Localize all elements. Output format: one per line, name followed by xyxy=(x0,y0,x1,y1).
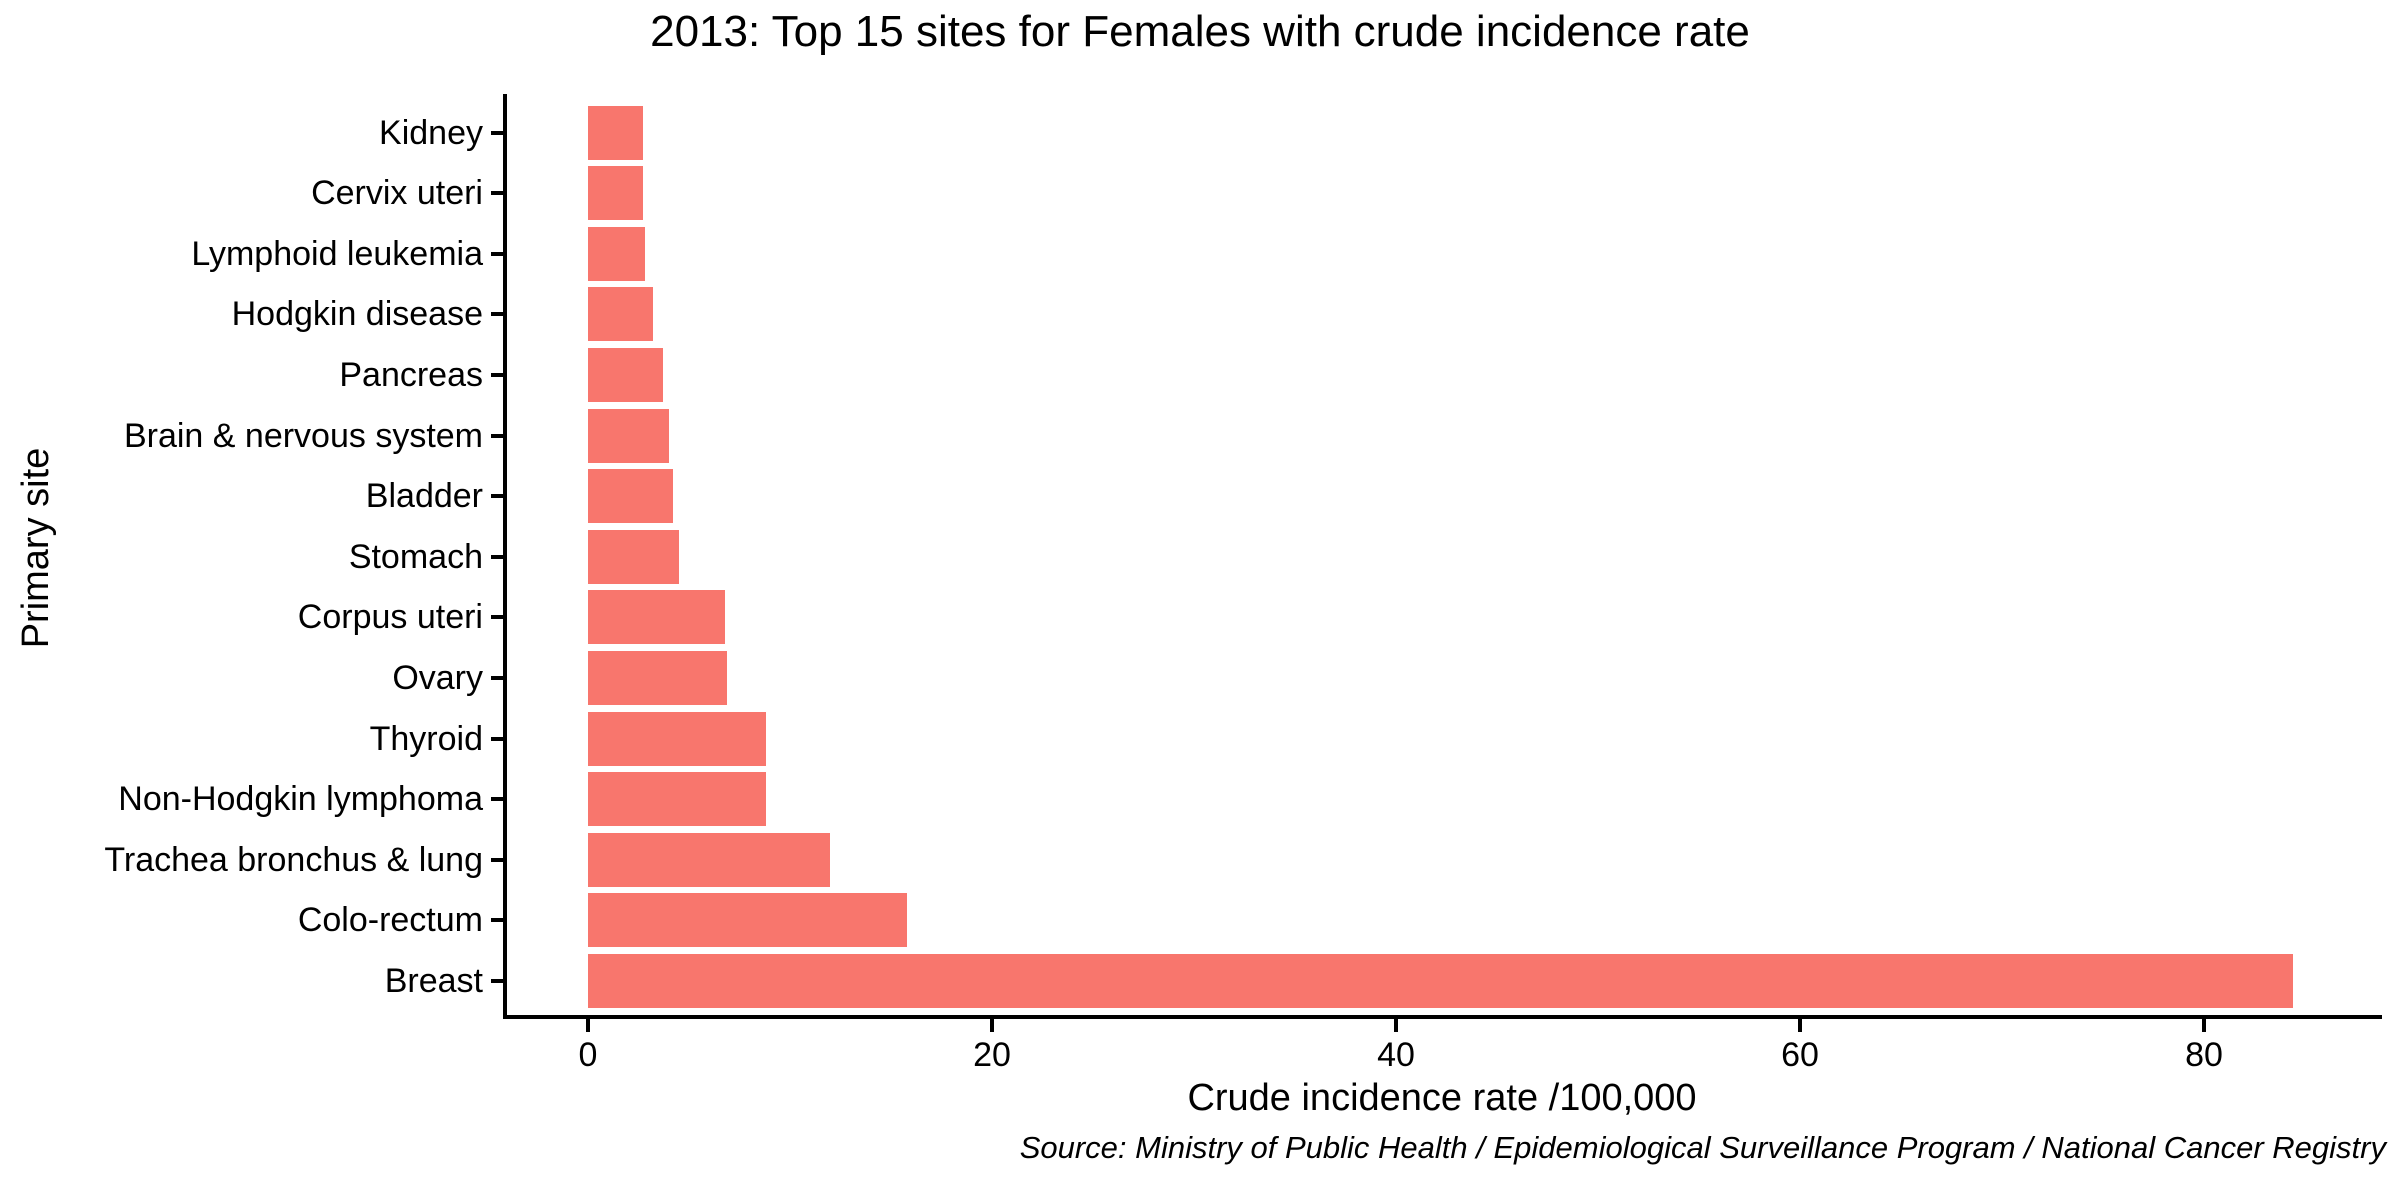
y-tick xyxy=(491,494,503,499)
bar-pancreas xyxy=(588,347,663,402)
y-tick-label: Lymphoid leukemia xyxy=(191,234,483,273)
y-tick-label: Thyroid xyxy=(369,719,483,758)
x-tick-label: 80 xyxy=(2185,1036,2223,1074)
bar-thyroid xyxy=(588,711,766,766)
y-axis-line xyxy=(503,94,507,1019)
x-tick xyxy=(586,1019,590,1032)
y-tick xyxy=(491,736,503,741)
bar-trachea-bronchus-lung xyxy=(588,832,831,887)
x-tick xyxy=(2202,1019,2206,1032)
y-tick xyxy=(491,312,503,317)
y-tick xyxy=(491,251,503,256)
y-tick-label: Bladder xyxy=(365,477,483,516)
x-tick-label: 60 xyxy=(1781,1036,1819,1074)
bar-brain-nervous-system xyxy=(588,408,669,463)
bar-non-hodgkin-lymphoma xyxy=(588,772,766,827)
y-tick xyxy=(491,554,503,559)
y-tick xyxy=(491,130,503,135)
x-tick xyxy=(1798,1019,1802,1032)
bar-hodgkin-disease xyxy=(588,287,653,342)
y-tick-label: Trachea bronchus & lung xyxy=(104,840,483,879)
x-tick-label: 20 xyxy=(973,1036,1011,1074)
y-tick xyxy=(491,615,503,620)
y-tick xyxy=(491,675,503,680)
y-tick-label: Corpus uteri xyxy=(297,598,483,637)
y-tick-label: Colo-rectum xyxy=(297,901,483,940)
y-tick xyxy=(491,433,503,438)
y-tick xyxy=(491,918,503,923)
y-tick-label: Breast xyxy=(384,961,483,1000)
y-tick-label: Non-Hodgkin lymphoma xyxy=(118,780,483,819)
y-tick-label: Pancreas xyxy=(339,355,483,394)
y-tick-label: Brain & nervous system xyxy=(123,416,483,455)
bar-ovary xyxy=(588,650,728,705)
bar-lymphoid-leukemia xyxy=(588,226,645,281)
x-axis-title: Crude incidence rate /100,000 xyxy=(1187,1077,1697,1119)
x-tick-label: 40 xyxy=(1377,1036,1415,1074)
y-tick-label: Hodgkin disease xyxy=(231,295,483,334)
y-tick-label: Ovary xyxy=(392,658,483,697)
y-tick-label: Cervix uteri xyxy=(311,174,483,213)
bar-colo-rectum xyxy=(588,893,908,948)
x-tick xyxy=(990,1019,994,1032)
bar-kidney xyxy=(588,105,643,160)
bar-bladder xyxy=(588,469,673,524)
bar-corpus-uteri xyxy=(588,590,726,645)
x-axis-line xyxy=(503,1015,2382,1019)
y-tick xyxy=(491,372,503,377)
chart-title: 2013: Top 15 sites for Females with crud… xyxy=(650,7,1750,56)
y-tick-label: Kidney xyxy=(379,113,483,152)
source-note: Source: Ministry of Public Health / Epid… xyxy=(1019,1130,2386,1165)
x-tick-label: 0 xyxy=(578,1036,598,1074)
y-tick xyxy=(491,978,503,983)
bar-stomach xyxy=(588,529,679,584)
y-tick-label: Stomach xyxy=(348,537,483,576)
y-tick xyxy=(491,797,503,802)
y-tick xyxy=(491,857,503,862)
x-tick xyxy=(1394,1019,1398,1032)
bar-breast xyxy=(588,953,2293,1008)
bar-cervix-uteri xyxy=(588,166,643,221)
y-tick xyxy=(491,191,503,196)
